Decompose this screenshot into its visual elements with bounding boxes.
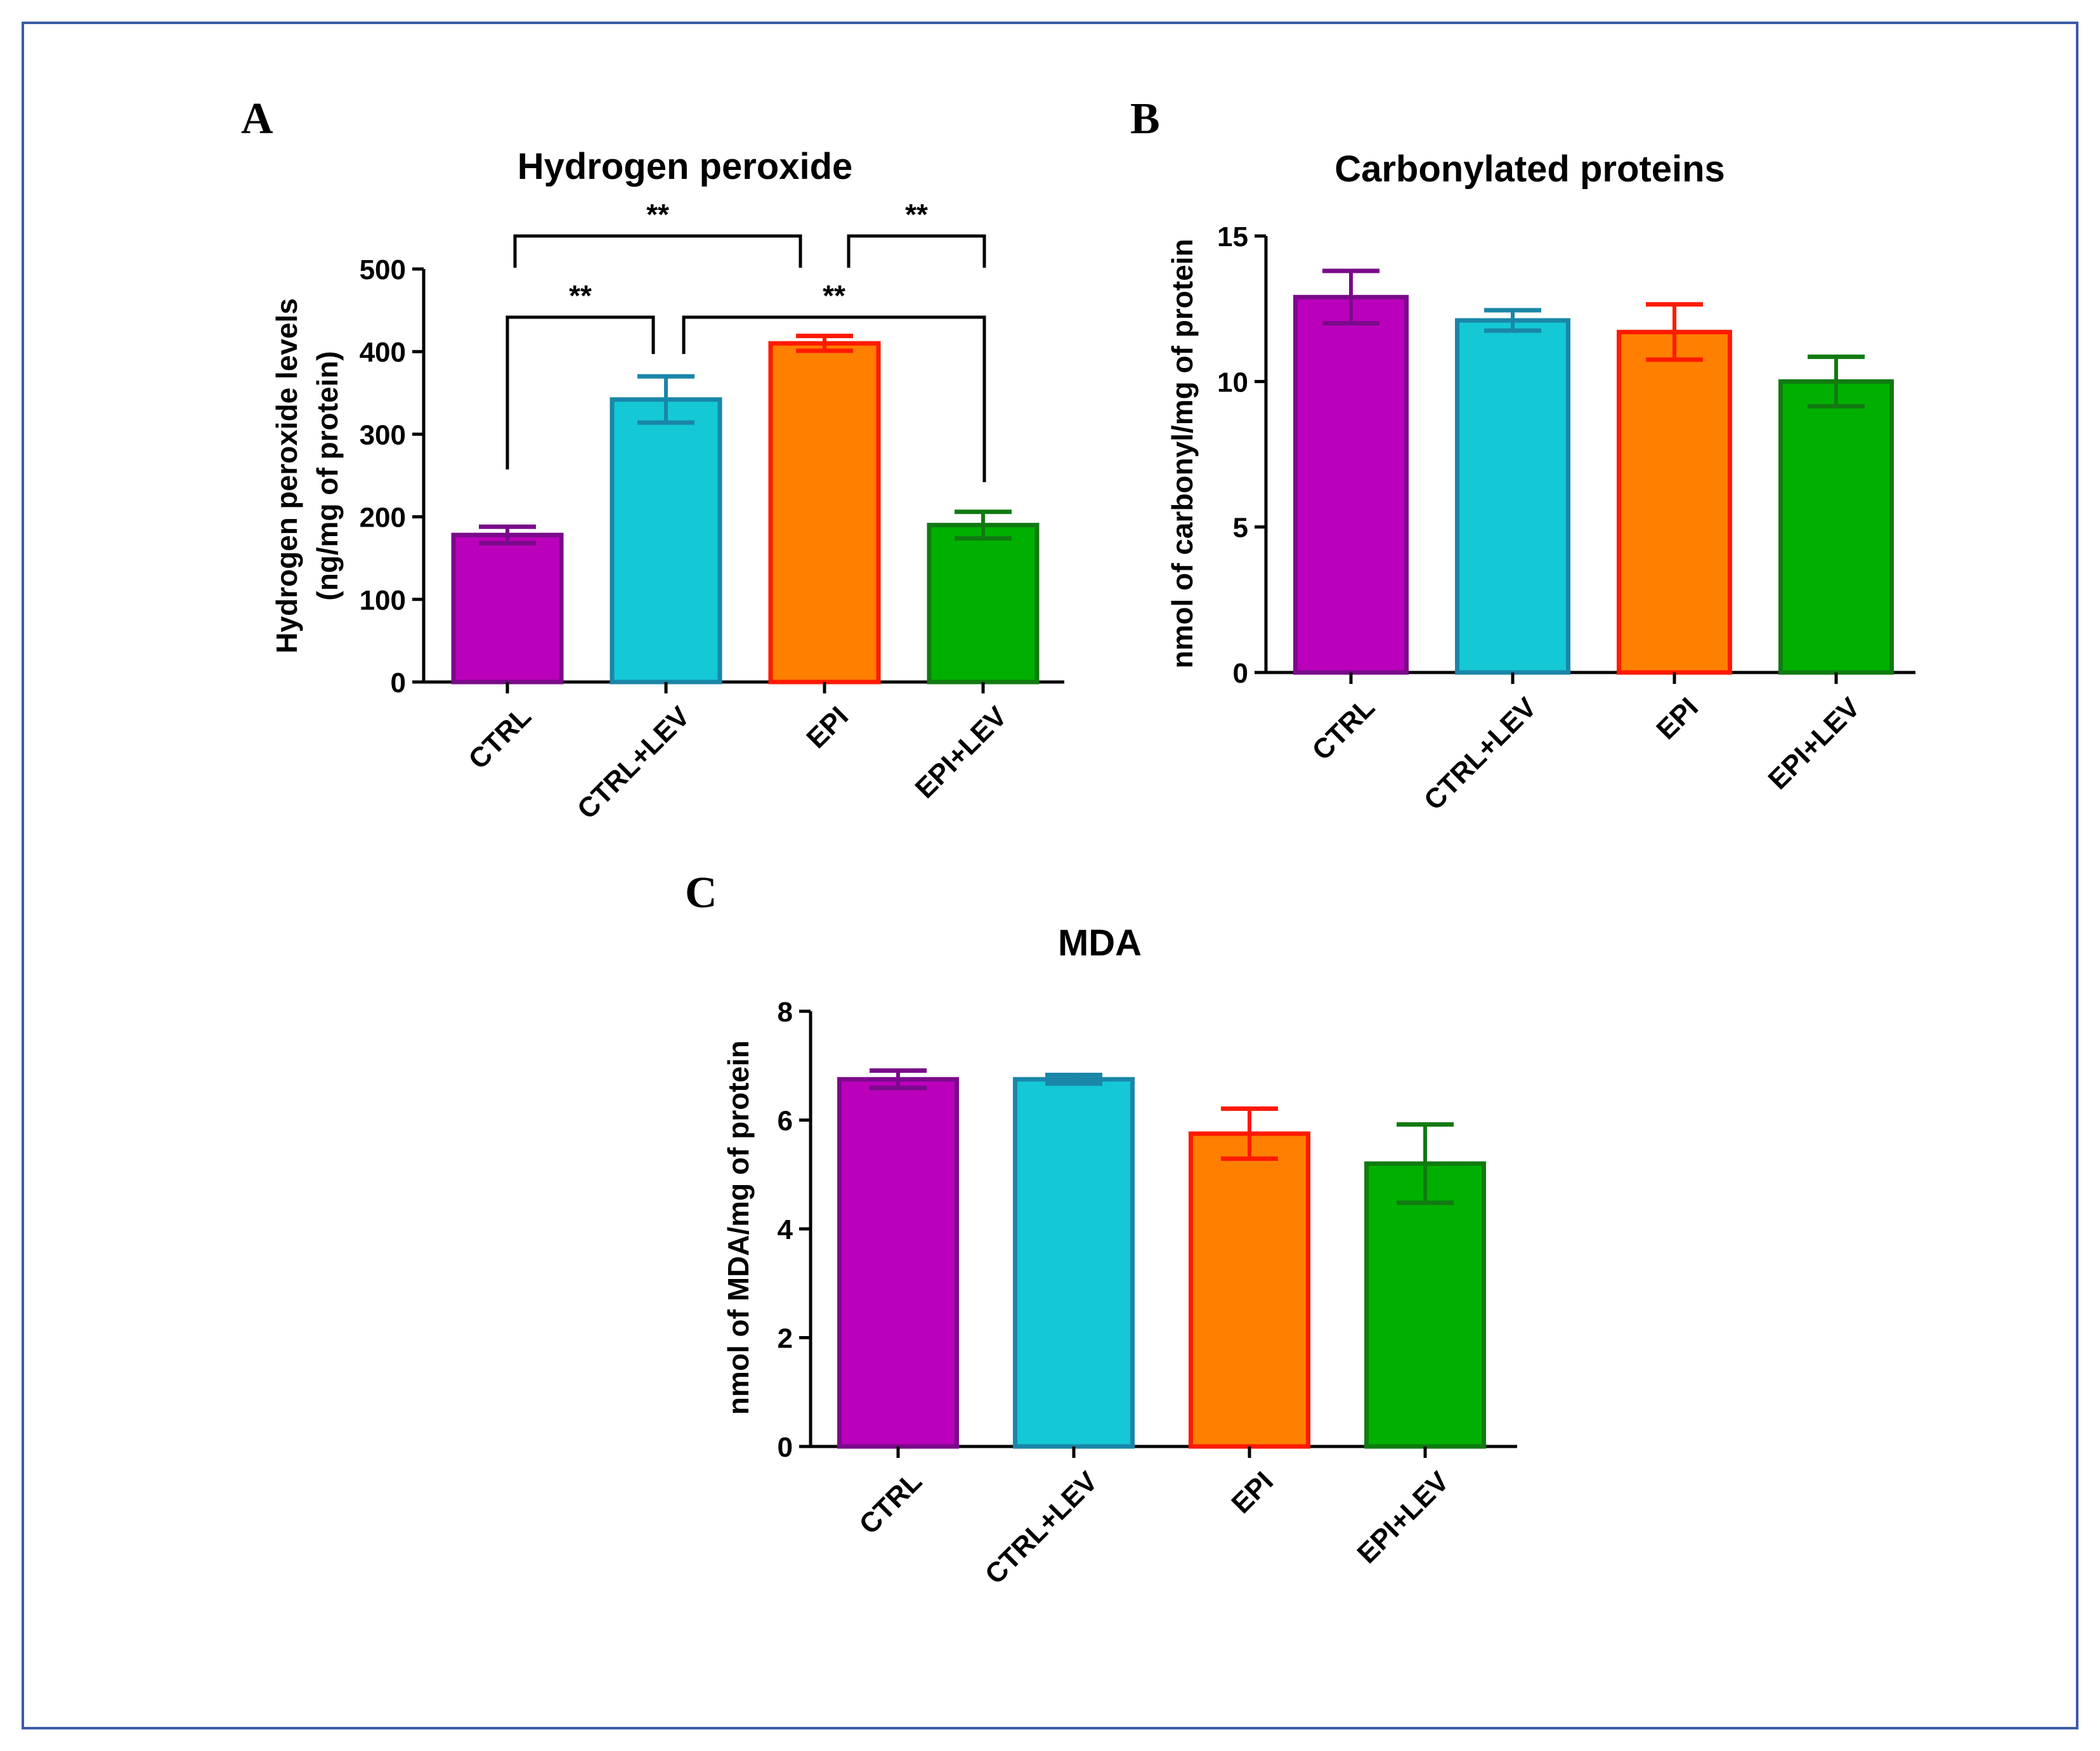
- bar: [451, 532, 564, 685]
- significance-label: **: [569, 279, 592, 312]
- panel-letter: C: [685, 869, 717, 917]
- bar: [610, 397, 722, 685]
- y-tick-label: 15: [1217, 221, 1248, 252]
- y-tick-label: 2: [778, 1323, 793, 1354]
- significance-bracket: [847, 234, 986, 268]
- bar: [1364, 1161, 1486, 1449]
- panel-letter: A: [241, 95, 273, 143]
- y-axis-label: nmol of carbonyl/mg of protein: [1166, 239, 1199, 668]
- chart-title: MDA: [1058, 922, 1142, 964]
- y-tick-label: 4: [778, 1214, 793, 1245]
- y-tick-label: 0: [778, 1432, 793, 1463]
- y-tick-label: 300: [360, 419, 406, 450]
- y-tick-label: 200: [360, 502, 406, 534]
- significance-label: **: [905, 198, 928, 231]
- bar: [837, 1077, 959, 1449]
- y-tick-label: 500: [360, 254, 406, 285]
- y-tick-label: 6: [778, 1106, 793, 1137]
- y-tick-label: 5: [1233, 513, 1248, 544]
- panel-a: A Hydrogen peroxide Hydrogen peroxide le…: [241, 95, 1064, 825]
- y-tick-label: 100: [360, 585, 406, 616]
- chart-title: Hydrogen peroxide: [518, 146, 853, 187]
- figure-frame: [22, 22, 2078, 1729]
- bar: [1293, 294, 1409, 675]
- bar: [1455, 318, 1570, 675]
- significance-label: **: [646, 198, 669, 231]
- bar: [1778, 379, 1894, 675]
- significance-bracket: [505, 315, 655, 469]
- y-tick-label: 0: [1233, 658, 1248, 689]
- chart-title: Carbonylated proteins: [1334, 148, 1725, 190]
- panel-letter: B: [1130, 95, 1160, 143]
- significance-bracket: [513, 234, 802, 268]
- y-axis-label: nmol of MDA/mg of protein: [722, 1040, 755, 1415]
- significance-bracket: [682, 315, 986, 482]
- bar: [768, 341, 881, 685]
- y-tick-label: 8: [778, 997, 793, 1028]
- y-axis-label: Hydrogen peroxide levels: [270, 298, 303, 653]
- y-tick-label: 0: [391, 667, 406, 698]
- bar: [1189, 1131, 1310, 1449]
- significance-label: **: [823, 279, 845, 312]
- y-axis-label-line2: (ng/mg of protein): [311, 351, 344, 600]
- bar: [1617, 329, 1732, 675]
- bar: [927, 523, 1040, 685]
- panel-c: C MDA nmol of MDA/mg of protein 02468CTR…: [685, 869, 1517, 1590]
- y-tick-label: 10: [1217, 367, 1248, 398]
- bar: [1013, 1077, 1135, 1449]
- y-tick-label: 400: [360, 337, 406, 368]
